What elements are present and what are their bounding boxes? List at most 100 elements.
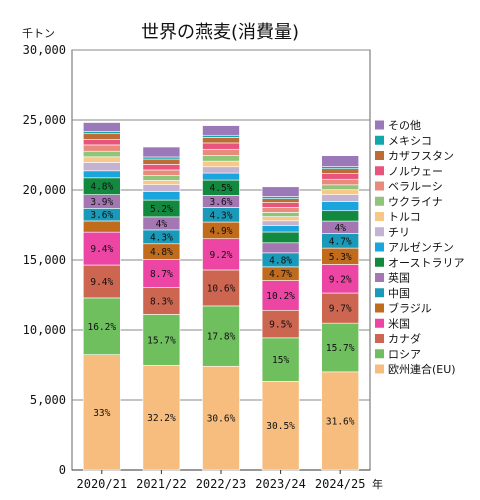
data-label: 9.4% (90, 277, 113, 288)
bar-segment (83, 139, 121, 146)
legend-swatch (375, 288, 384, 298)
y-axis: 0 5,000 10,000 15,000 20,000 25,000 30,000 (23, 43, 66, 477)
x-tick-label: 2024/25 (315, 477, 366, 491)
bar-segment (321, 264, 360, 294)
bar-segment (261, 186, 300, 197)
legend: その他メキシコカザフスタンノルウェーベラルーシウクライナトルコチリアルゼンチンオ… (375, 119, 464, 376)
chart-title: 世界の燕麦(消費量) (141, 22, 299, 43)
bar-segment (142, 287, 181, 315)
bar-segment (142, 146, 181, 158)
legend-swatch (375, 242, 384, 252)
legend-label: 米国 (388, 317, 410, 330)
bar-segment (142, 175, 181, 181)
y-tick-label: 5,000 (30, 393, 66, 407)
data-label: 31.6% (326, 416, 355, 427)
legend-label: ロシア (388, 348, 421, 361)
y-tick-label: 10,000 (23, 323, 66, 337)
bar-segment (83, 162, 121, 172)
data-label: 5.3% (329, 252, 352, 263)
bar-segment (321, 173, 360, 180)
y-tick-label: 0 (59, 463, 66, 477)
bar-segment (83, 170, 121, 179)
data-label: 5.2% (150, 204, 173, 215)
bar-segment (142, 156, 181, 160)
bar-segment (83, 122, 121, 132)
bar-segment (261, 220, 300, 227)
data-label: 3.6% (210, 197, 233, 208)
segment-labels: 33% 16.2% 9.4% 9.4% 3.6% 3.9% 4.8% 32.2% 15.7% 8.… (87, 182, 354, 432)
data-label: 30.5% (266, 421, 295, 432)
legend-swatch (375, 166, 384, 176)
data-label: 32.2% (147, 413, 176, 424)
bar-segment (261, 207, 300, 213)
data-label: 9.7% (329, 304, 352, 315)
bar-segment (202, 238, 240, 271)
bar-segment (202, 172, 240, 181)
x-unit-label: 年 (372, 477, 383, 491)
bar-segment (261, 337, 300, 382)
data-label: 9.5% (269, 320, 292, 331)
bar-segment (202, 160, 240, 168)
bar-segment (83, 220, 121, 233)
legend-swatch (375, 364, 384, 374)
data-label: 8.7% (150, 269, 173, 280)
data-label: 16.2% (87, 322, 116, 333)
bar-segment (202, 134, 240, 138)
bar-segment (83, 131, 121, 135)
legend-label: カザフスタン (388, 150, 454, 163)
bar-segment (261, 225, 300, 233)
bar-segment (261, 202, 300, 208)
bar-segment (142, 191, 181, 201)
bar-segment (261, 216, 300, 222)
legend-swatch (375, 227, 384, 237)
data-label: 4.8% (150, 247, 173, 258)
legend-label: 欧州連合(EU) (388, 362, 456, 376)
bar-segment (83, 231, 121, 266)
data-label: 4.5% (210, 183, 233, 194)
bar-segment (321, 189, 360, 195)
data-label: 4.3% (210, 210, 233, 221)
data-label: 15.7% (326, 343, 355, 354)
y-tick-label: 30,000 (23, 43, 66, 57)
bar-segment (321, 178, 360, 186)
legend-label: カナダ (388, 332, 421, 346)
bar-segment (321, 155, 360, 167)
legend-swatch (375, 212, 384, 221)
bar-segment (321, 292, 360, 324)
bar-segment (321, 184, 360, 191)
x-tick-label: 2020/21 (77, 477, 128, 491)
legend-label: その他 (388, 119, 421, 132)
bar-segment (202, 305, 240, 367)
bar-segment (261, 242, 300, 254)
bar-segment (142, 180, 181, 185)
bar-segment (202, 269, 240, 307)
bar-segment (83, 297, 121, 355)
legend-label: オーストラリア (388, 256, 464, 269)
x-tick-label: 2022/23 (196, 477, 247, 491)
bar-segment (321, 166, 360, 170)
bar-segment (321, 168, 360, 174)
bar-segment (83, 264, 121, 299)
legend-label: 英国 (388, 271, 410, 285)
bar-segment (83, 144, 121, 152)
bar-segment (261, 196, 300, 199)
legend-label: メキシコ (388, 134, 432, 147)
bar-segment (142, 314, 181, 366)
legend-swatch (375, 135, 384, 145)
data-label: 4.8% (269, 255, 292, 266)
bar-segment (321, 194, 360, 202)
data-label: 17.8% (207, 332, 236, 343)
bar-segment (321, 210, 360, 222)
bars (83, 122, 360, 471)
legend-label: ベラルーシ (388, 180, 443, 193)
bar-segment (261, 212, 300, 217)
data-label: 4.8% (90, 182, 113, 193)
legend-swatch (375, 151, 384, 160)
legend-swatch (375, 303, 384, 313)
bar-segment (142, 158, 181, 165)
bar-segment (261, 231, 300, 244)
data-label: 9.2% (329, 274, 352, 285)
legend-swatch (375, 196, 384, 206)
